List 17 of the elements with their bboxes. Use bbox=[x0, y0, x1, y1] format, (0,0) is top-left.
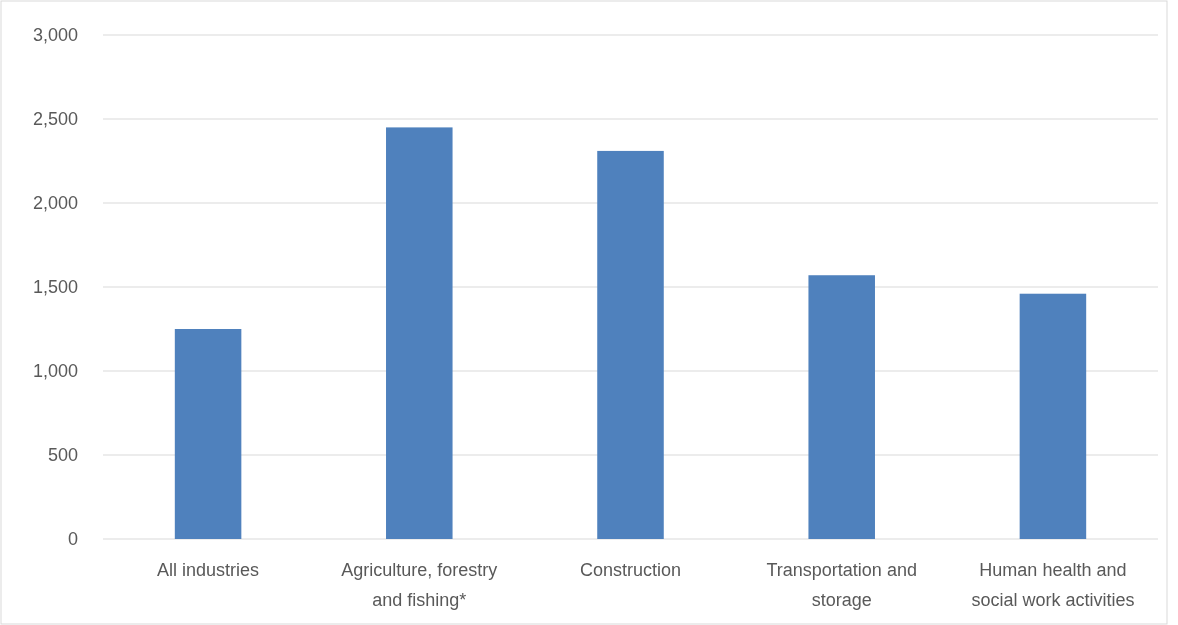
y-tick-label: 500 bbox=[47, 445, 78, 466]
bar bbox=[808, 275, 875, 539]
bar bbox=[386, 127, 453, 539]
x-tick-label: All industries bbox=[157, 560, 260, 580]
bar bbox=[1019, 293, 1087, 539]
y-tick-label: 2,500 bbox=[32, 109, 78, 130]
y-tick-label: 3,000 bbox=[32, 25, 78, 46]
x-tick-label: Human health and social work activities bbox=[971, 560, 1135, 610]
x-tick-label: Agriculture, forestry and fishing* bbox=[341, 560, 498, 610]
bar bbox=[597, 150, 664, 539]
x-tick-label: Transportation and storage bbox=[766, 560, 917, 610]
y-tick-label: 1,000 bbox=[32, 361, 78, 382]
y-tick-label: 1,500 bbox=[32, 277, 78, 298]
bar bbox=[174, 329, 242, 539]
y-tick-label: 2,000 bbox=[32, 193, 78, 214]
y-tick-label: 0 bbox=[67, 529, 78, 550]
x-tick-label: Construction bbox=[579, 560, 682, 580]
